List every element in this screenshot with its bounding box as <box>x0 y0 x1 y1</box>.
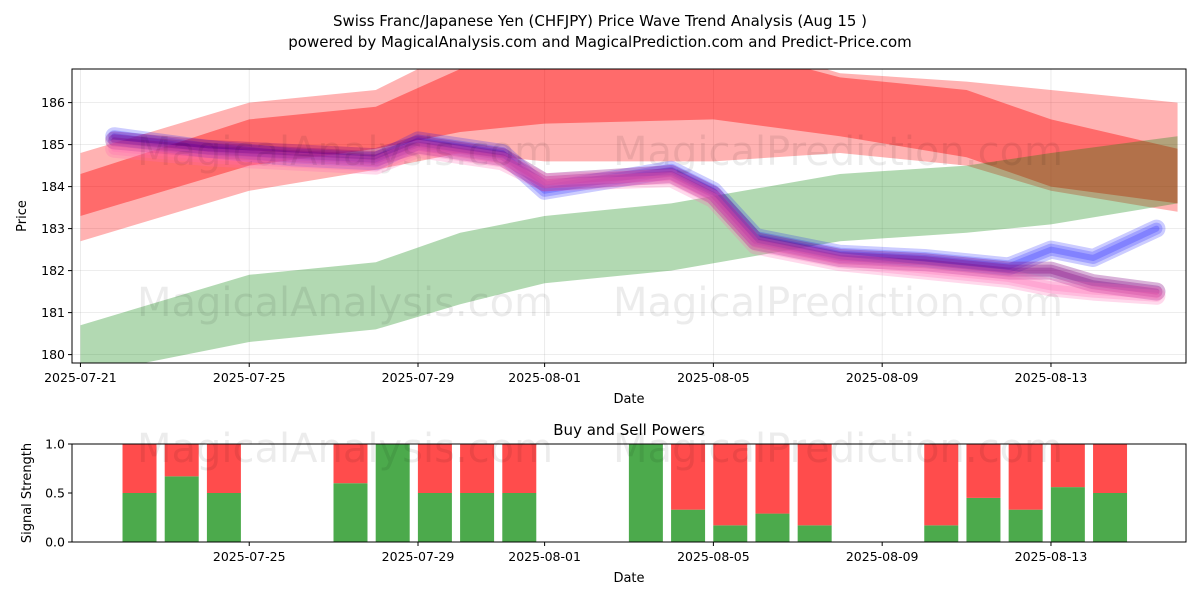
buy-bar <box>333 483 368 542</box>
x-tick-label: 2025-08-13 <box>1015 549 1088 564</box>
buy-bar <box>206 493 241 542</box>
price-chart: MagicalAnalysis.com MagicalPrediction.co… <box>15 68 1187 407</box>
price-y-ticks: 180 181 182 183 184 185 186 <box>41 95 72 362</box>
x-tick-label: 2025-08-13 <box>1015 370 1088 385</box>
x-tick-label: 2025-08-05 <box>677 549 750 564</box>
watermark-mid-right: MagicalPrediction.com <box>613 280 1063 326</box>
x-tick-label: 2025-08-09 <box>846 370 919 385</box>
buy-bar <box>628 444 663 542</box>
watermark-mid-left: MagicalAnalysis.com <box>137 280 553 326</box>
sell-bar <box>755 444 790 514</box>
blue-wave-stroke-1 <box>108 130 1163 273</box>
buy-bar <box>671 509 706 542</box>
buy-bar <box>966 497 1001 542</box>
y-tick-label: 0.0 <box>45 535 65 550</box>
y-tick-label: 181 <box>41 305 65 320</box>
pink-wave-stroke-0 <box>105 139 1166 305</box>
buy-bar <box>713 525 748 542</box>
buy-bar <box>1050 487 1085 542</box>
blue-wave-stroke-0 <box>105 127 1166 276</box>
purple-wave-stroke-0 <box>105 131 1166 301</box>
sell-bar <box>1008 444 1043 510</box>
watermark-bottom-left: MagicalAnalysis.com <box>137 426 553 472</box>
watermark-top-right: MagicalPrediction.com <box>613 129 1063 175</box>
buy-bar <box>460 493 495 542</box>
buy-bar <box>164 476 199 542</box>
watermark-bottom-right: MagicalPrediction.com <box>613 426 1063 472</box>
x-tick-label: 2025-07-25 <box>213 549 286 564</box>
x-tick-label: 2025-08-09 <box>846 549 919 564</box>
sell-bar <box>206 444 241 493</box>
buy-bar <box>375 444 410 542</box>
x-tick-label: 2025-08-01 <box>508 549 581 564</box>
chart-title-line2: powered by MagicalAnalysis.com and Magic… <box>288 33 912 51</box>
signal-x-axis-label: Date <box>613 571 644 586</box>
y-tick-label: 184 <box>41 179 65 194</box>
red-band-inner <box>80 69 1178 216</box>
signal-y-axis-label: Signal Strength <box>20 443 35 543</box>
sell-bar <box>1050 444 1085 488</box>
y-tick-label: 180 <box>41 347 65 362</box>
pink-wave-stroke-2 <box>111 145 1160 299</box>
purple-wave-stroke-1 <box>108 134 1163 298</box>
y-tick-label: 182 <box>41 263 65 278</box>
signal-x-ticks: 2025-07-25 2025-07-29 2025-08-01 2025-08-05… <box>213 542 1087 564</box>
y-tick-label: 186 <box>41 95 65 110</box>
sell-bar <box>164 444 199 477</box>
y-tick-label: 1.0 <box>45 437 65 452</box>
sell-bar <box>333 444 368 484</box>
sell-bar <box>713 444 748 526</box>
x-tick-label: 2025-07-21 <box>44 370 117 385</box>
watermark-top-left: MagicalAnalysis.com <box>137 129 553 175</box>
sell-bar <box>797 444 832 526</box>
sell-bar <box>502 444 537 493</box>
buy-bar <box>924 525 959 542</box>
sell-bar <box>122 444 157 493</box>
red-band-outer <box>80 69 1178 242</box>
buy-bar <box>1093 493 1128 542</box>
sell-bar <box>671 444 706 510</box>
buy-bar <box>755 513 790 542</box>
chart-title-line1: Swiss Franc/Japanese Yen (CHFJPY) Price … <box>333 12 867 30</box>
price-waves <box>105 127 1166 305</box>
price-chart-grid <box>72 69 1186 363</box>
buy-bar <box>502 493 537 542</box>
price-chart-frame <box>71 68 1187 364</box>
sell-bar <box>460 444 495 493</box>
pink-wave-stroke-1 <box>108 142 1163 302</box>
buy-bar <box>797 525 832 542</box>
buy-bar <box>417 493 452 542</box>
purple-wave-stroke-2 <box>111 137 1160 295</box>
sell-bar <box>966 444 1001 498</box>
x-tick-label: 2025-07-25 <box>213 370 286 385</box>
sell-bar <box>924 444 959 526</box>
x-tick-label: 2025-08-01 <box>508 370 581 385</box>
x-tick-label: 2025-08-05 <box>677 370 750 385</box>
x-tick-label: 2025-07-29 <box>382 370 455 385</box>
blue-wave-stroke-2 <box>111 133 1160 270</box>
y-tick-label: 185 <box>41 137 65 152</box>
signal-y-ticks: 0.0 0.5 1.0 <box>45 437 72 550</box>
buy-bar <box>1008 509 1043 542</box>
price-x-ticks: 2025-07-21 2025-07-25 2025-07-29 2025-08-01… <box>44 363 1087 385</box>
y-tick-label: 0.5 <box>45 486 65 501</box>
signal-bars <box>122 444 1128 542</box>
y-tick-label: 183 <box>41 221 65 236</box>
signal-chart: Buy and Sell Powers MagicalAnalysis.com … <box>20 421 1187 586</box>
price-y-axis-label: Price <box>15 200 30 232</box>
sell-bar <box>1093 444 1128 493</box>
price-x-axis-label: Date <box>613 392 644 407</box>
x-tick-label: 2025-07-29 <box>382 549 455 564</box>
signal-chart-title: Buy and Sell Powers <box>553 421 705 439</box>
buy-bar <box>122 493 157 542</box>
price-bands <box>80 69 1178 363</box>
green-band <box>80 136 1178 363</box>
sell-bar <box>417 444 452 493</box>
